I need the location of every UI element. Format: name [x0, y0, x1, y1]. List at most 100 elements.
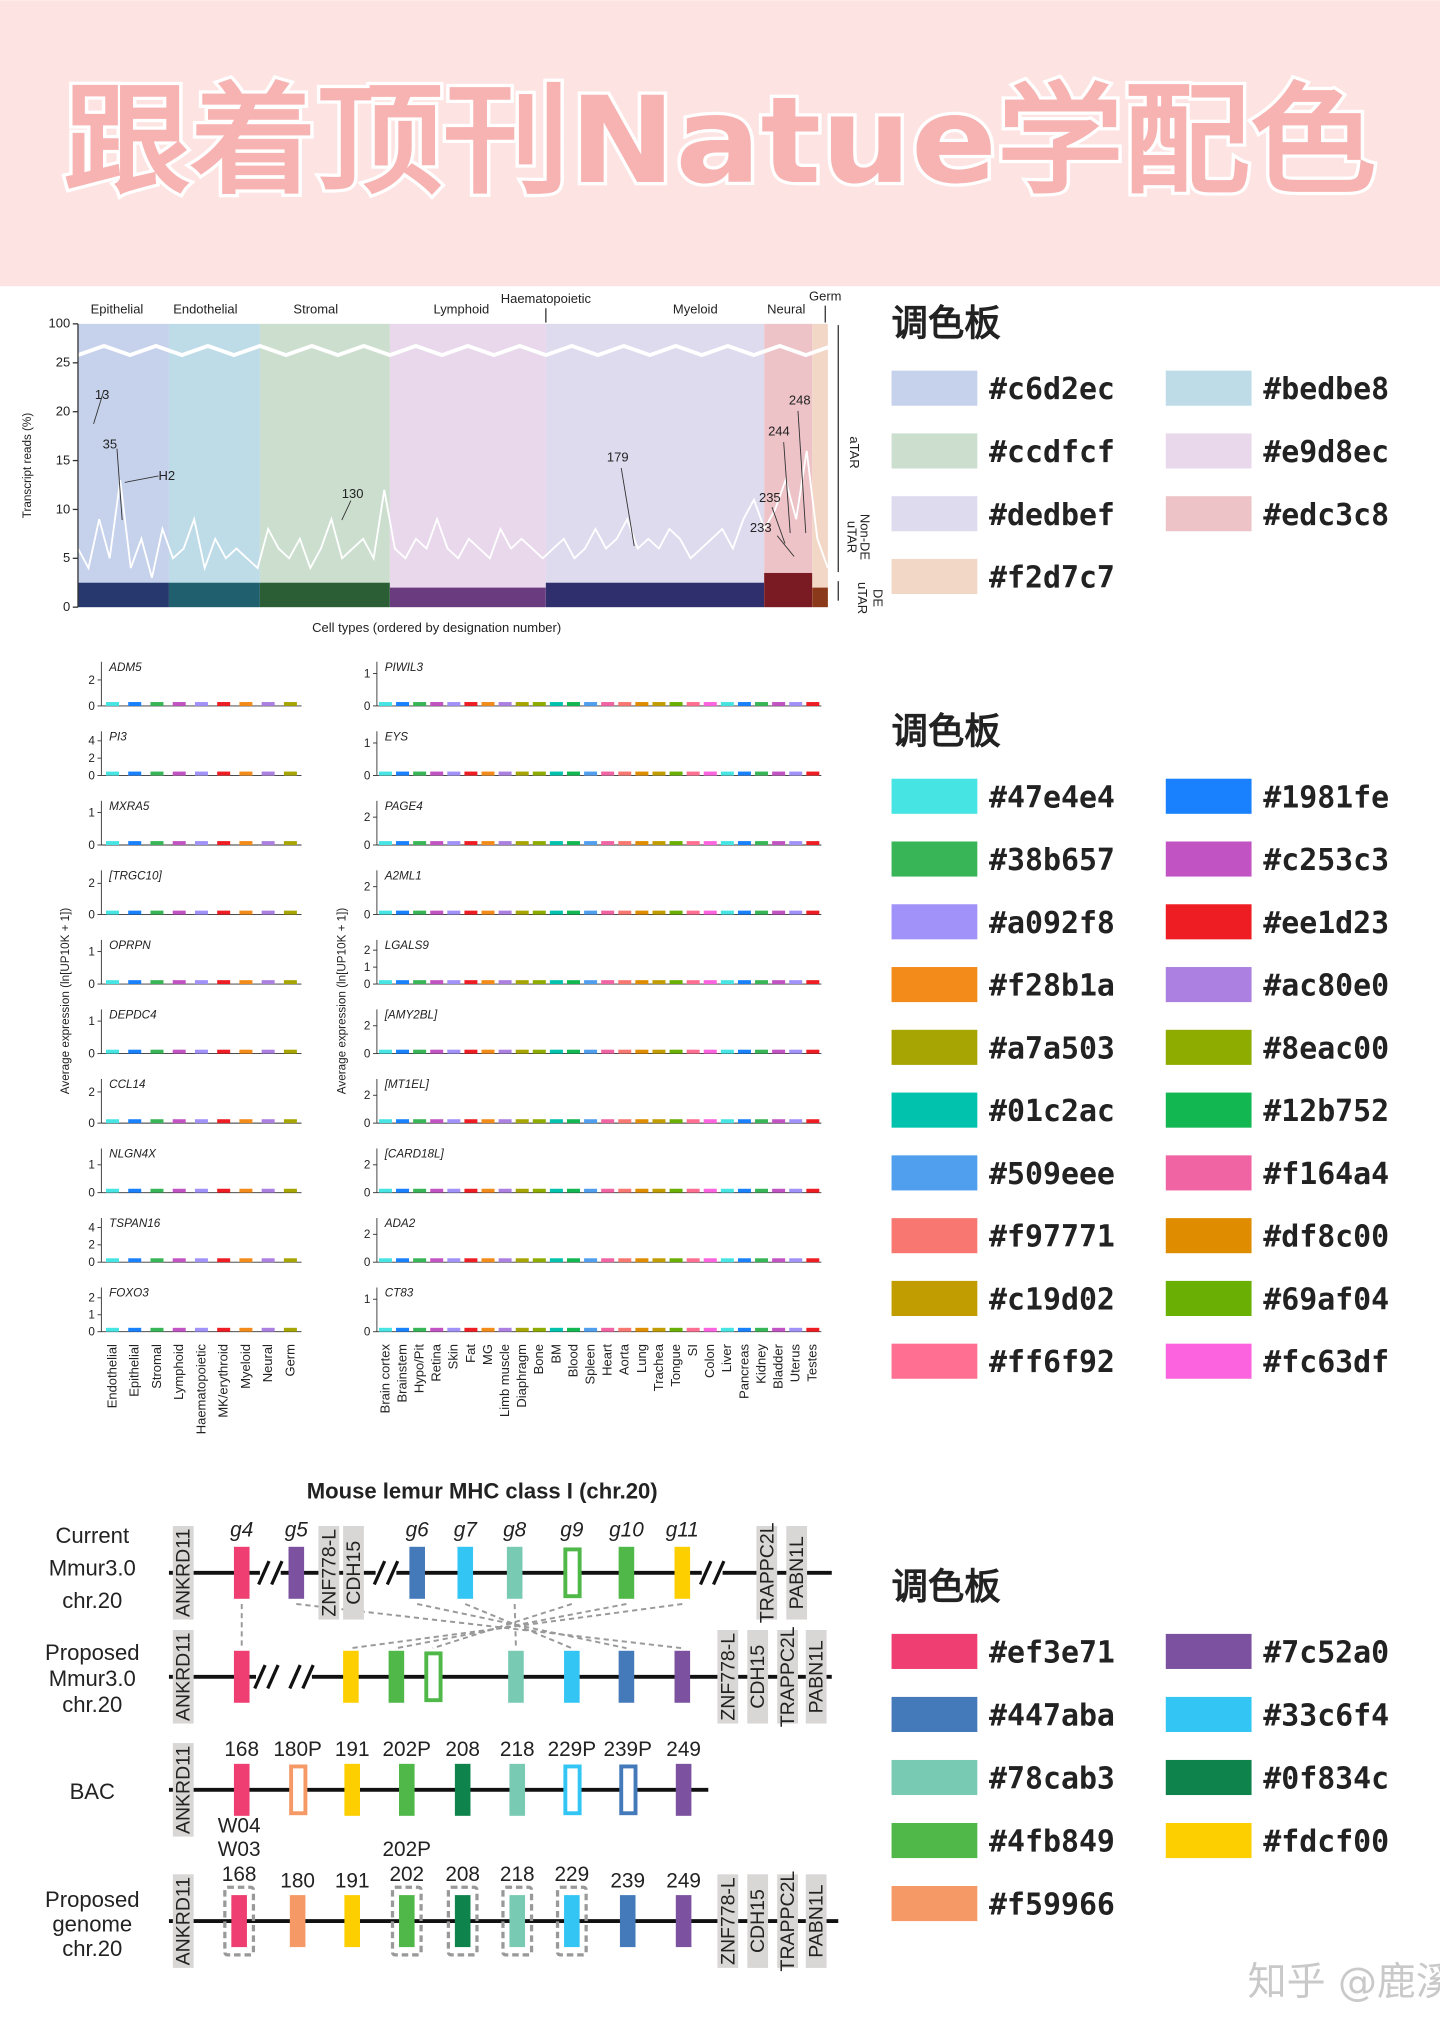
strip-dots — [498, 771, 512, 776]
strip-dots — [194, 1327, 208, 1332]
color-swatch — [891, 1029, 978, 1065]
color-code: #12b752 — [1263, 1094, 1389, 1129]
band-base — [77, 582, 169, 608]
gray-gene — [805, 1629, 827, 1724]
strip-dots — [413, 771, 427, 776]
strip-dots — [378, 1049, 392, 1054]
strip-tick-label: 4 — [88, 1221, 95, 1234]
gray-gene — [172, 1526, 194, 1620]
strip-dots — [720, 980, 734, 985]
strip-dots — [703, 1119, 717, 1124]
strip-dots — [172, 1188, 186, 1193]
strip-dots — [481, 1049, 495, 1054]
strip-dots — [806, 771, 820, 776]
strip-dots — [652, 771, 666, 776]
gene-label: g11 — [666, 1518, 699, 1541]
gene — [231, 1895, 247, 1948]
strip-dots — [789, 841, 803, 845]
strip-dots — [755, 1049, 769, 1054]
strip-dots — [283, 1258, 297, 1263]
annotation: 248 — [789, 392, 811, 407]
strip-dots — [789, 1188, 803, 1193]
strip-tick-label: 2 — [88, 752, 95, 765]
color-code: #f164a4 — [1263, 1157, 1389, 1192]
strip-dots — [737, 841, 751, 845]
annotation-leader — [93, 389, 105, 425]
annotation-leader — [124, 475, 159, 483]
strip-dots — [789, 1327, 803, 1332]
gray-gene — [717, 1629, 739, 1724]
strip-dots — [430, 702, 444, 706]
category-label: Testes — [805, 1344, 820, 1382]
gene-alias: W03 — [218, 1838, 261, 1861]
strip-tick-label: 2 — [88, 1086, 95, 1099]
gene-label: 180P — [273, 1738, 322, 1761]
strip-dots — [515, 910, 529, 915]
color-swatch — [891, 1696, 978, 1733]
strip-dots — [481, 1119, 495, 1124]
color-code: #0f834c — [1263, 1762, 1389, 1797]
gene — [674, 1650, 691, 1703]
strip-dots — [652, 702, 666, 706]
strip-dots — [601, 910, 615, 915]
annotation: 235 — [759, 490, 781, 505]
color-swatch — [891, 1280, 978, 1316]
strip-dots — [378, 771, 392, 776]
strip-dots — [686, 1258, 700, 1263]
strip-tick-label: 0 — [88, 1256, 95, 1269]
gene-label: g7 — [454, 1518, 479, 1541]
category-label: Bone — [531, 1344, 546, 1374]
strip-tick-label: 1 — [88, 1159, 95, 1172]
strip-dots — [686, 1049, 700, 1054]
color-code: #ac80e0 — [1263, 969, 1389, 1004]
strip-dots — [635, 1188, 649, 1193]
category-label: Colon — [702, 1344, 717, 1378]
strip-dots — [447, 841, 461, 845]
strip-dots — [703, 1258, 717, 1263]
strip-dots — [601, 1049, 615, 1054]
strip-dots — [737, 1049, 751, 1054]
strip-dots — [566, 1327, 580, 1332]
gene — [288, 1546, 305, 1599]
gene-name: OPRPN — [109, 939, 151, 952]
gray-gene — [318, 1526, 340, 1620]
category-band — [168, 323, 260, 608]
strip-dots — [652, 980, 666, 985]
strip-dots — [481, 702, 495, 706]
gray-gene-label: PABN1L — [806, 1884, 828, 1957]
row-label: chr.20 — [62, 1692, 122, 1717]
color-swatch — [891, 904, 978, 940]
y-tick-label: 10 — [56, 501, 70, 516]
strip-dots — [601, 1327, 615, 1332]
strip-dots — [635, 1258, 649, 1263]
gene — [509, 1895, 526, 1948]
strip-dots — [239, 1188, 253, 1193]
category-band — [77, 323, 169, 608]
strip-dots — [150, 1188, 164, 1193]
strip-dots — [737, 702, 751, 706]
color-code: #447aba — [989, 1699, 1115, 1734]
category-label: Pancreas — [736, 1344, 751, 1399]
strip-dots — [737, 771, 751, 776]
color-code: #fdcf00 — [1263, 1825, 1389, 1860]
strip-dots — [601, 841, 615, 845]
band-label: Germ — [809, 288, 841, 303]
strip-dots — [464, 1188, 478, 1193]
strip-dots — [669, 1049, 683, 1054]
gene-label: 229 — [554, 1863, 589, 1886]
strip-dots — [772, 1188, 786, 1193]
strip-dots — [515, 1188, 529, 1193]
category-label: Blood — [565, 1344, 580, 1377]
strip-dots — [430, 980, 444, 985]
strip-dots — [772, 1258, 786, 1263]
strip-dots — [498, 841, 512, 845]
x-axis-label: Cell types (ordered by designation numbe… — [312, 620, 561, 635]
strip-dots — [413, 1188, 427, 1193]
gene-label: 249 — [666, 1738, 701, 1761]
break-mark — [301, 1664, 315, 1690]
color-code: #fc63df — [1263, 1345, 1389, 1380]
strip-dots — [498, 980, 512, 985]
strip-dots — [464, 1049, 478, 1054]
strip-dots — [532, 771, 546, 776]
gene-label: 239 — [610, 1869, 645, 1892]
